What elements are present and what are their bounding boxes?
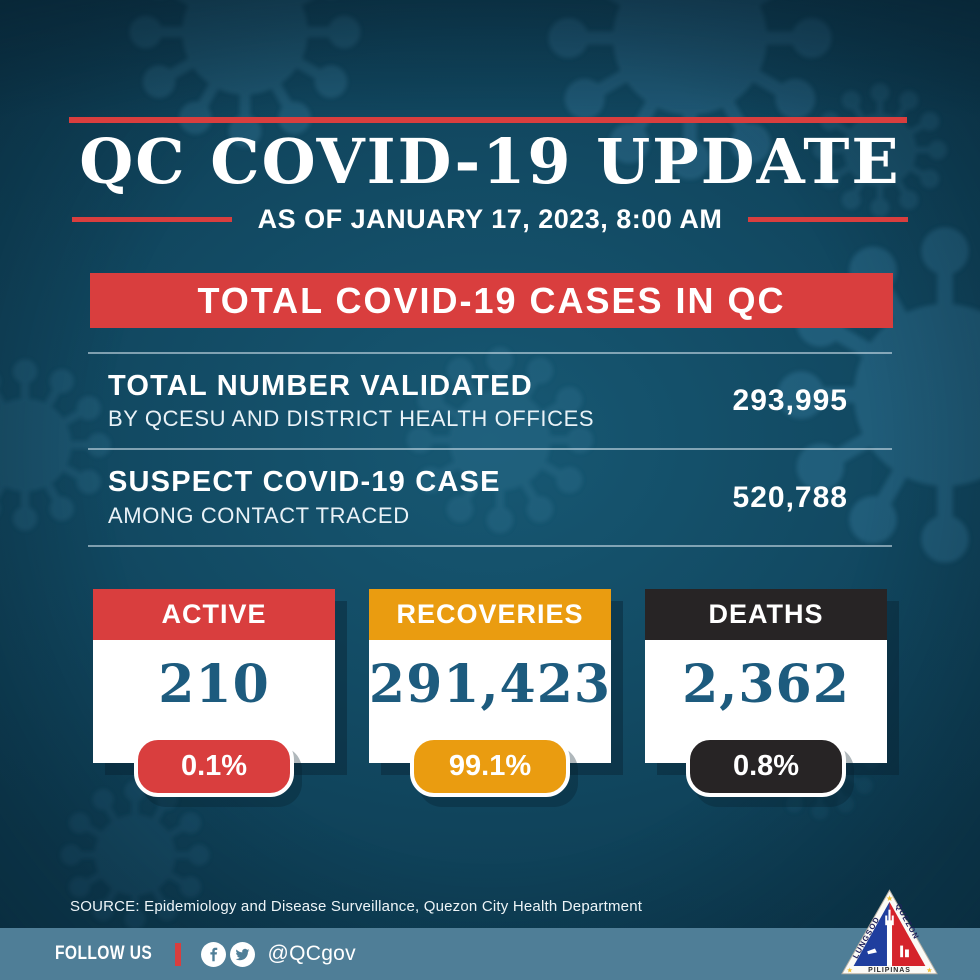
card-recoveries-header: RECOVERIES [369,589,611,640]
as-of-date: AS OF JANUARY 17, 2023, 8:00 AM [257,203,723,234]
divider [88,544,892,547]
stat-label: SUSPECT COVID-19 CASE [108,466,501,499]
facebook-icon[interactable] [201,941,227,967]
star-icon: ★ [886,894,893,903]
header-rule [69,117,907,123]
card-active-body: 210 [93,640,335,763]
cards-row: ACTIVE 210 0.1% RECOVERIES 291,423 99.1%… [93,589,887,797]
stat-label: TOTAL NUMBER VALIDATED [108,370,533,402]
quezon-city-seal-logo: ★ ★ ★ LUNGSOD QUEZON PILIPINAS [841,889,938,975]
subtitle-rule-left [71,216,232,222]
page-title: QC COVID-19 UPDATE [79,125,901,198]
follow-us-label: FOLLOW US [55,943,153,964]
card-active-value: 210 [158,654,270,715]
card-recoveries-value: 291,423 [368,654,612,715]
card-deaths-percent-badge: 0.8% [686,736,846,797]
card-active: ACTIVE 210 0.1% [93,589,335,797]
divider [88,448,892,451]
twitter-icon[interactable] [230,941,256,967]
stats-section: TOTAL NUMBER VALIDATED BY QCESU AND DIST… [88,352,892,547]
seal-bottom-text: PILIPINAS [868,967,911,974]
card-deaths-body: 2,362 [645,640,887,763]
stat-value: 293,995 [732,384,848,418]
star-icon: ★ [847,967,853,975]
card-deaths-value: 2,362 [682,654,850,715]
card-recoveries-percent-badge: 99.1% [410,736,570,797]
star-icon: ★ [926,967,932,975]
follow-us-bar: FOLLOW US @QCgov [0,928,980,980]
divider [88,352,892,354]
card-recoveries-body: 291,423 [369,640,611,763]
stat-sublabel: BY QCESU AND DISTRICT HEALTH OFFICES [108,406,595,432]
stat-row-suspect: SUSPECT COVID-19 CASE AMONG CONTACT TRAC… [88,450,892,544]
card-deaths-header: DEATHS [645,589,887,640]
section-banner: TOTAL COVID-19 CASES IN QC [90,273,893,328]
card-deaths: DEATHS 2,362 0.8% [645,589,887,797]
stat-sublabel: AMONG CONTACT TRACED [108,502,410,528]
subtitle-rule-right [748,216,909,222]
stat-value: 520,788 [732,480,848,514]
card-active-percent-badge: 0.1% [134,736,294,797]
subtitle-row: AS OF JANUARY 17, 2023, 8:00 AM [0,202,980,236]
source-attribution: SOURCE: Epidemiology and Disease Surveil… [70,898,643,915]
stat-row-validated: TOTAL NUMBER VALIDATED BY QCESU AND DIST… [88,354,892,448]
separator-bar [175,942,182,966]
card-recoveries: RECOVERIES 291,423 99.1% [369,589,611,797]
card-active-header: ACTIVE [93,589,335,640]
social-handle[interactable]: @QCgov [267,942,356,965]
